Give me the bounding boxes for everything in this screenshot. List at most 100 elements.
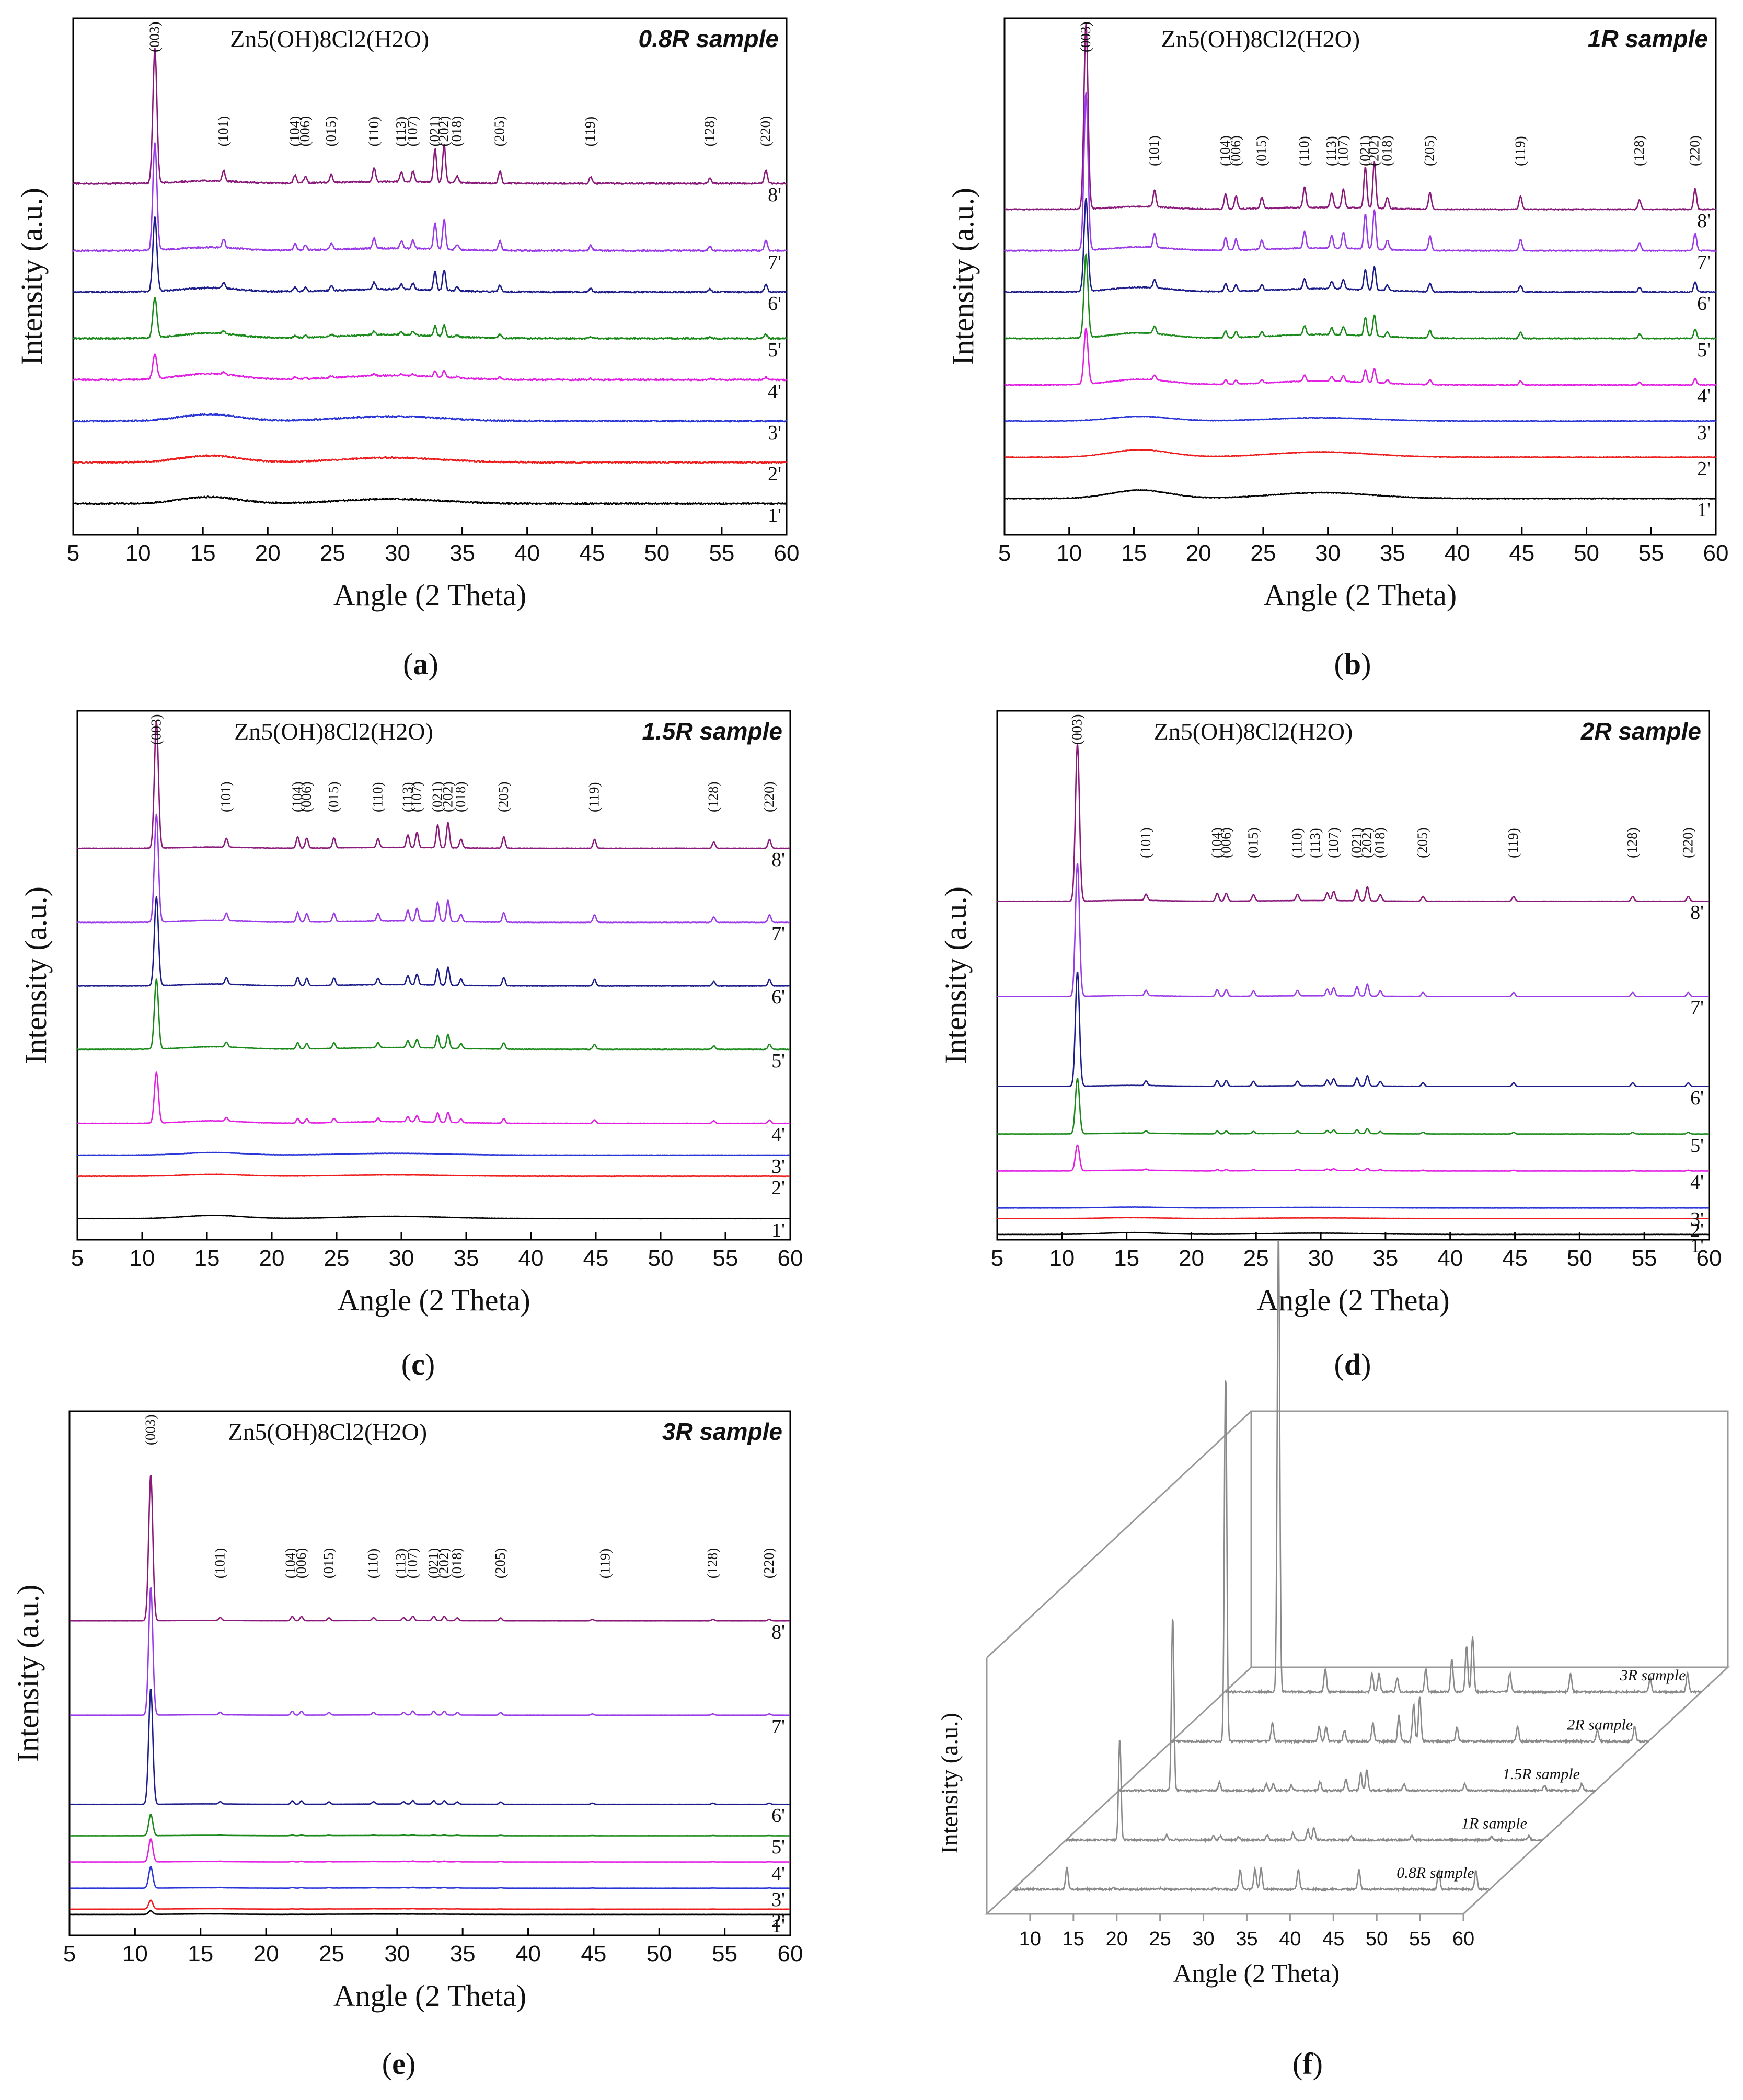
x-tick-label: 60 (1703, 540, 1729, 566)
peak-label: (220) (761, 781, 777, 812)
plot-frame (996, 710, 1710, 1241)
panel-caption: (c) (401, 1347, 435, 1381)
peak-label: (104) (290, 781, 305, 812)
x-axis-title: Angle (2 Theta) (1256, 1283, 1449, 1317)
peak-label: (110) (365, 1549, 381, 1578)
peak-label: (003) (146, 22, 162, 52)
peak-label: (205) (1415, 827, 1430, 858)
peak-label: (113) (393, 1549, 408, 1578)
series-label: 7' (768, 251, 781, 273)
compound-formula: Zn5(OH)8Cl2(H2O) (234, 718, 433, 745)
x-tick-label: 50 (1574, 540, 1599, 566)
x-tick-label: 60 (774, 540, 800, 566)
series-line-6p (997, 971, 1710, 1087)
peak-label: (128) (706, 781, 721, 812)
series-label: 6' (768, 293, 781, 315)
waterfall-series (1171, 1380, 1649, 1745)
x-tick-label: 25 (324, 1245, 350, 1271)
peak-label: (107) (409, 781, 424, 812)
series-line-5p (69, 1814, 791, 1837)
peak-label: (018) (1379, 135, 1394, 166)
series-line-3p (997, 1206, 1710, 1209)
series-line-4p (997, 1144, 1710, 1172)
x-tick-label: 5 (991, 1245, 1003, 1271)
peak-label: (003) (148, 714, 164, 745)
series-label: 2' (1697, 458, 1711, 480)
x-tick-label: 50 (1366, 1928, 1388, 1950)
x-tick-label: 10 (1019, 1928, 1041, 1950)
x-tick-label: 30 (1308, 1245, 1334, 1271)
peak-label: (104) (283, 1548, 298, 1578)
x-tick-label: 15 (1121, 540, 1147, 566)
x-tick-label: 35 (454, 1245, 479, 1271)
x-tick-label: 55 (709, 540, 734, 566)
x-tick-label: 20 (1179, 1245, 1204, 1271)
x-axis-title: Angle (2 Theta) (333, 578, 526, 612)
y-axis-title: Intensity (a.u.) (15, 188, 49, 365)
series-line-5p (997, 1078, 1710, 1135)
x-tick-label: 60 (778, 1245, 803, 1271)
peak-label: (113) (399, 782, 415, 812)
x-axis-title: Angle (2 Theta) (1173, 1958, 1340, 1988)
series-label: 1' (771, 1219, 785, 1241)
x-tick-label: 40 (514, 540, 540, 566)
series-label: 2' (771, 1177, 785, 1199)
series-line-8p (1004, 22, 1716, 211)
peak-label: (110) (370, 782, 385, 812)
x-tick-label: 20 (1106, 1928, 1128, 1950)
series-label: 7' (771, 1716, 785, 1738)
x-tick-label: 20 (1186, 540, 1211, 566)
series-label: 6' (771, 1805, 785, 1827)
peak-label: (220) (1687, 135, 1702, 166)
sample-name: 2R sample (1580, 718, 1701, 745)
peak-label: (003) (142, 1415, 158, 1445)
x-tick-label: 55 (1409, 1928, 1431, 1950)
peak-label: (202) (1366, 135, 1382, 166)
peak-label: (101) (212, 1548, 227, 1578)
peak-label: (119) (1505, 828, 1521, 858)
x-tick-label: 35 (1372, 1245, 1398, 1271)
peak-label: (119) (582, 117, 598, 146)
series-label: 3' (771, 1156, 785, 1178)
series-line-1p (1004, 489, 1716, 500)
peak-label: (018) (449, 1548, 465, 1578)
peak-label: (006) (297, 116, 313, 146)
compound-formula: Zn5(OH)8Cl2(H2O) (1154, 718, 1353, 745)
peak-label: (107) (1335, 135, 1350, 166)
series-label: 7' (1690, 997, 1704, 1019)
peak-label: (015) (1253, 135, 1269, 166)
top-side-edge (986, 1410, 1252, 1659)
series-line-2p (69, 1899, 791, 1910)
y-axis-title: Intensity (a.u.) (19, 886, 53, 1064)
x-tick-label: 20 (259, 1245, 285, 1271)
x-tick-label: 25 (1149, 1928, 1171, 1950)
panel-caption: (b) (1334, 647, 1371, 681)
series-line-3p (77, 1151, 791, 1156)
series-line-7p (1003, 91, 1716, 252)
peak-label: (104) (1217, 135, 1233, 166)
chart-panel-e: 1'2'3' 4' 5' 6' 7' 8' (003) (101) (104)(006) (015… (11, 1410, 803, 2081)
peak-label: (107) (405, 1548, 420, 1578)
series-line-4p (72, 353, 787, 382)
x-axis-title: Angle (2 Theta) (333, 1979, 526, 2013)
x-tick-label: 45 (579, 540, 605, 566)
peak-label: (018) (453, 781, 468, 812)
series-label: 1' (1690, 1235, 1704, 1257)
series-label: 4' (1697, 385, 1711, 407)
peak-label: (128) (1631, 135, 1647, 166)
series-label: 2' (1690, 1219, 1704, 1241)
waterfall-series-label: 2R sample (1567, 1716, 1633, 1734)
sample-name: 1R sample (1588, 25, 1708, 52)
peak-label: (220) (1680, 827, 1695, 858)
series-line-8p (73, 48, 787, 185)
series-line-2p (77, 1173, 791, 1178)
series-line-6p (73, 216, 788, 294)
y-axis-title: Intensity (a.u.) (946, 188, 980, 365)
series-line-1p (997, 1231, 1710, 1236)
peak-label: (104) (1209, 827, 1225, 858)
x-tick-label: 10 (1056, 540, 1082, 566)
x-tick-label: 30 (389, 1245, 414, 1271)
y-axis-title: Intensity (a.u.) (939, 886, 973, 1064)
peak-label: (018) (449, 116, 465, 146)
panel-caption: (f) (1292, 2047, 1323, 2081)
